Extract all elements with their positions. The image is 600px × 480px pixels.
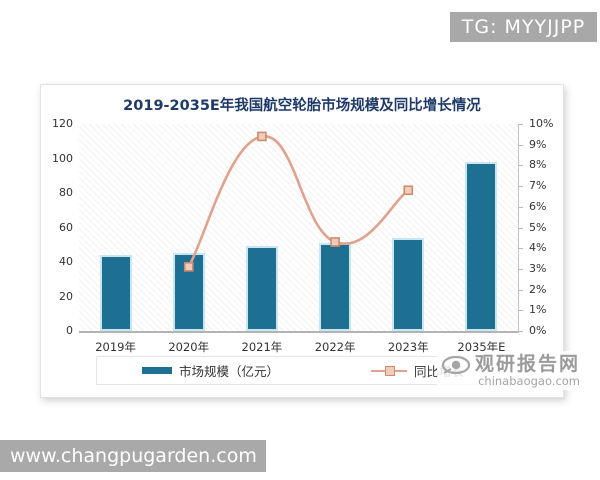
bar-2019年: [99, 255, 132, 331]
left-axis-tick-label: 0: [66, 324, 73, 337]
right-axis-tickmark: [518, 227, 523, 229]
footer-url-band: www.changpugarden.com: [0, 440, 266, 472]
line-marker: [403, 185, 414, 196]
bar-2035年E: [465, 161, 498, 331]
right-axis-tick-label: 2%: [529, 282, 547, 296]
right-axis-tickmark: [518, 289, 523, 291]
right-axis-tickmark: [518, 310, 523, 312]
right-axis-tick-label: 5%: [529, 220, 547, 234]
bar-swatch-icon: [141, 367, 172, 374]
legend-item-market-size: 市场规模（亿元）: [141, 361, 279, 380]
x-axis-label: 2019年: [95, 340, 136, 354]
line-marker: [183, 262, 194, 272]
left-axis-tick-label: 100: [52, 151, 73, 165]
right-axis-tick-label: 10%: [529, 117, 554, 130]
right-axis-tickmark: [518, 144, 523, 146]
bar-2021年: [245, 246, 278, 331]
line-marker: [257, 131, 267, 142]
line-swatch-icon: [371, 366, 407, 376]
right-axis-tickmark: [518, 331, 523, 332]
legend-label-market-size: 市场规模（亿元）: [178, 364, 279, 379]
left-axis-tick-label: 40: [59, 255, 73, 268]
right-axis-tick-label: 0%: [529, 324, 547, 337]
left-axis-tick-label: 60: [59, 220, 73, 234]
left-axis-tick-label: 120: [52, 117, 73, 130]
right-axis-tickmark: [518, 248, 523, 250]
right-axis-tick-label: 3%: [529, 261, 547, 275]
line-marker: [330, 237, 340, 247]
x-axis-label: 2022年: [314, 340, 356, 354]
right-axis-tickmark: [518, 186, 523, 188]
left-axis-tick-label: 80: [59, 186, 73, 199]
x-axis-label: 2020年: [168, 340, 210, 354]
right-axis-tick-label: 9%: [529, 137, 547, 151]
right-axis-tick-label: 6%: [529, 199, 547, 213]
right-axis-tick-label: 7%: [529, 179, 547, 193]
right-axis-tickmark: [518, 268, 523, 270]
x-axis-label: 2023年: [387, 340, 429, 354]
chart-title: 2019-2035E年我国航空轮胎市场规模及同比增长情况: [123, 98, 481, 114]
chart-card: 2019-2035E年我国航空轮胎市场规模及同比增长情况 市场规模（亿元） 同比…: [40, 84, 564, 398]
right-axis-tickmark: [518, 165, 523, 167]
watermark-site-url: chinabaogao.com: [478, 374, 581, 388]
right-axis-tickmark: [518, 124, 523, 125]
plot-area: [79, 124, 519, 333]
promo-badge: TG: MYYJJPP: [450, 12, 597, 42]
x-axis-label: 2035年E: [457, 340, 506, 354]
growth-line-layer: [183, 131, 414, 272]
bar-2022年: [319, 243, 352, 331]
growth-line: [187, 135, 410, 268]
right-axis-tickmark: [518, 206, 523, 208]
right-axis-tick-label: 4%: [529, 241, 547, 255]
watermark-site-name: 观研报告网: [475, 353, 581, 375]
eye-logo-icon: [441, 355, 471, 375]
bar-2023年: [392, 237, 425, 331]
watermark: 观研报告网 chinabaogao.com: [437, 351, 585, 390]
right-axis-tick-label: 1%: [529, 303, 547, 317]
left-axis-tick-label: 20: [59, 289, 73, 303]
x-axis-label: 2021年: [241, 340, 283, 354]
right-axis-tick-label: 8%: [529, 158, 547, 172]
